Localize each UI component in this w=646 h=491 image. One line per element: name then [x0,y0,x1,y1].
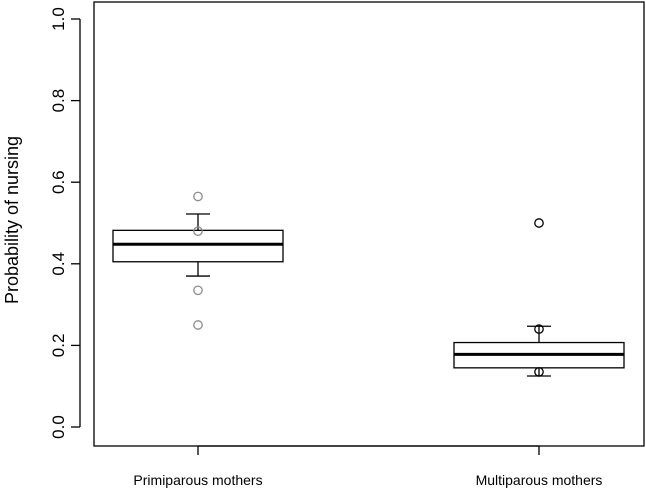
y-tick-label: 0.0 [49,415,68,439]
x-tick-label: Multiparous mothers [476,472,603,488]
data-point [534,367,544,377]
boxes [112,191,625,377]
box-group [453,218,625,377]
y-tick-label: 0.2 [49,334,68,358]
data-point [193,320,203,330]
plot-frame [93,1,645,447]
iqr-box [112,229,284,263]
data-point [534,218,544,228]
y-tick-label: 0.8 [49,89,68,113]
data-point [193,191,203,202]
x-tick-label: Primiparous mothers [133,472,262,488]
y-tick-label: 0.4 [49,252,68,276]
y-axis: 0.0 0.2 0.4 0.6 0.8 1.0 [49,7,81,439]
data-point [193,226,203,237]
y-tick-label: 1.0 [49,7,68,31]
box-group [112,191,284,330]
x-axis: Primiparous mothers Multiparous mothers [133,445,603,488]
data-point [534,324,544,334]
y-axis-title: Probability of nursing [2,136,22,304]
data-point [193,285,203,296]
y-tick-label: 0.6 [49,170,68,194]
